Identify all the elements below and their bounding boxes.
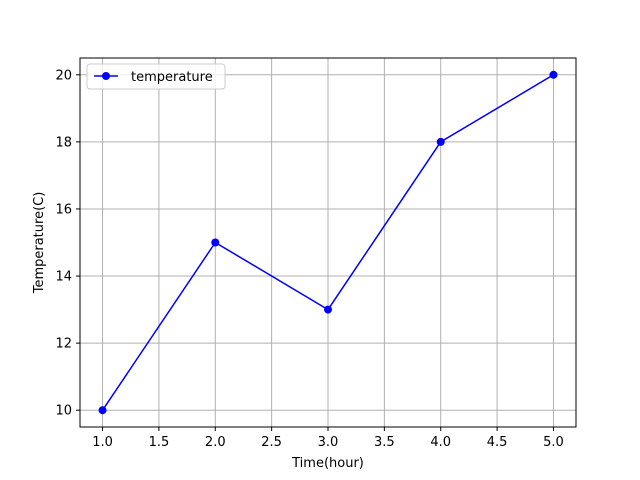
y-tick-label: 10	[55, 404, 72, 419]
x-tick-label: 5.0	[543, 435, 564, 450]
x-axis-ticks: 1.0 1.5 2.0 2.5 3.0 3.5 4.0 4.5 5.0	[92, 427, 564, 450]
x-tick-label: 2.5	[261, 435, 282, 450]
legend-entry-temperature: temperature	[131, 70, 213, 85]
x-tick-label: 2.0	[205, 435, 226, 450]
y-tick-label: 12	[55, 337, 72, 352]
data-point	[436, 137, 445, 146]
x-tick-label: 1.0	[92, 435, 113, 450]
data-point	[549, 70, 558, 79]
x-tick-label: 4.5	[487, 435, 508, 450]
x-tick-label: 3.0	[318, 435, 339, 450]
x-tick-label: 4.0	[430, 435, 451, 450]
y-axis-label: Temperature(C)	[32, 192, 47, 295]
grid	[80, 58, 576, 427]
x-axis-label: Time(hour)	[291, 456, 364, 471]
x-tick-label: 3.5	[374, 435, 395, 450]
legend-box	[86, 63, 226, 90]
x-tick-label: 1.5	[149, 435, 170, 450]
y-tick-label: 16	[55, 202, 72, 217]
y-tick-label: 20	[55, 68, 72, 83]
data-point	[98, 406, 107, 415]
plot-frame	[79, 57, 577, 428]
y-tick-label: 14	[55, 270, 72, 285]
legend-marker-swatch	[102, 72, 110, 80]
y-axis-ticks: 10 12 14 16 18 20	[55, 68, 80, 419]
y-tick-label: 18	[55, 135, 72, 150]
series-layer	[98, 70, 558, 415]
legend: temperature	[86, 63, 226, 90]
data-point	[324, 305, 332, 314]
data-point	[211, 238, 220, 247]
